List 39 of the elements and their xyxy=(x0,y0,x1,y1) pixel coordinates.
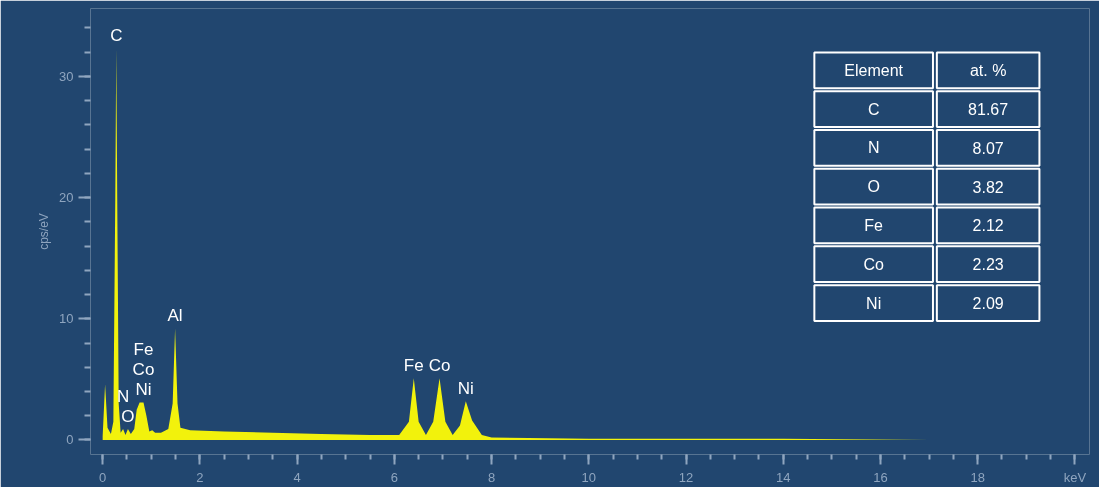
annotation: Ni xyxy=(457,379,474,399)
annotation: 2.09 xyxy=(972,295,1004,313)
x-tick-label: 12 xyxy=(678,469,694,485)
annotation: 3.82 xyxy=(972,178,1004,196)
x-tick-label: 14 xyxy=(776,469,791,485)
y-tick-label: 20 xyxy=(59,190,74,206)
annotation: Ni xyxy=(135,380,152,400)
annotation: C xyxy=(110,26,123,46)
x-tick-label: 0 xyxy=(99,469,107,485)
annotation: Co xyxy=(132,360,155,380)
x-tick-label: keV xyxy=(1063,469,1087,485)
annotation: Co xyxy=(863,255,884,273)
annotation: Ni xyxy=(866,294,882,312)
annotation: O xyxy=(867,178,880,196)
annotation: 8.07 xyxy=(972,139,1004,157)
x-tick-label: 4 xyxy=(293,469,301,485)
x-tick-label: 2 xyxy=(196,469,204,485)
annotation: Co xyxy=(428,356,451,376)
annotation: Al xyxy=(167,306,183,326)
annotation: C xyxy=(867,100,880,118)
y-tick-label: 10 xyxy=(59,311,74,327)
annotation: at. % xyxy=(969,61,1007,79)
x-tick-label: 10 xyxy=(581,469,597,485)
annotation: Fe xyxy=(864,216,884,234)
x-tick-label: 6 xyxy=(390,469,398,485)
annotation: O xyxy=(121,407,135,427)
annotation: 2.23 xyxy=(972,256,1004,274)
y-axis-title: cps/eV xyxy=(37,213,52,250)
annotation: N xyxy=(867,139,880,157)
y-tick-label: 30 xyxy=(59,68,74,84)
annotation: Fe xyxy=(403,356,424,376)
y-tick-label: 0 xyxy=(66,432,74,448)
annotation: Fe xyxy=(133,340,154,360)
annotation: 81.67 xyxy=(968,101,1009,119)
x-tick-label: 18 xyxy=(970,469,985,485)
annotation: 2.12 xyxy=(972,217,1004,235)
annotation: Element xyxy=(844,61,904,79)
x-tick-label: 16 xyxy=(873,469,888,485)
x-tick-label: 8 xyxy=(487,469,496,485)
